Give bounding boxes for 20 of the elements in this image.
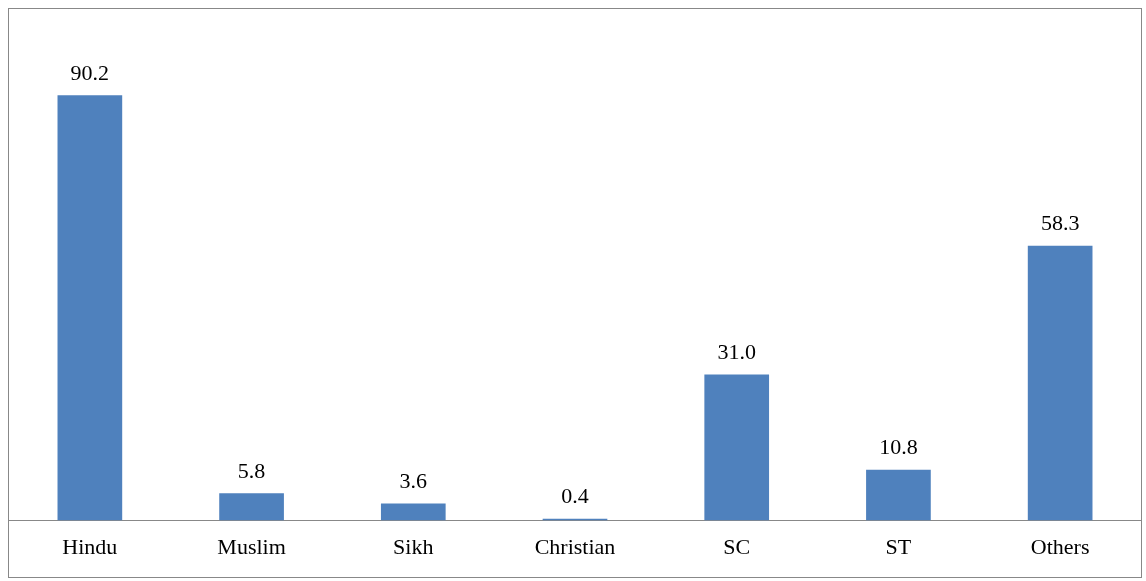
data-label: 90.2 <box>70 60 110 85</box>
x-tick-label: Sikh <box>393 533 434 559</box>
data-label: 5.8 <box>237 458 266 484</box>
data-label: 3.6 <box>399 468 428 494</box>
x-tick-label: Others <box>1030 533 1090 559</box>
bar <box>1027 245 1093 521</box>
bar <box>866 469 931 521</box>
x-tick-label: Muslim <box>217 533 286 559</box>
data-label: 31.0 <box>717 339 756 365</box>
data-label: 10.8 <box>879 434 918 460</box>
x-tick-label: ST <box>885 533 912 559</box>
x-tick-label: Hindu <box>62 533 118 559</box>
bar <box>219 493 284 521</box>
bar <box>380 503 446 521</box>
x-tick-label: Christian <box>534 533 616 559</box>
bar <box>704 374 770 521</box>
bar <box>57 95 123 521</box>
data-label: 0.4 <box>561 483 589 509</box>
data-label: 58.3 <box>1040 210 1080 236</box>
x-tick-label: SC <box>723 533 751 559</box>
